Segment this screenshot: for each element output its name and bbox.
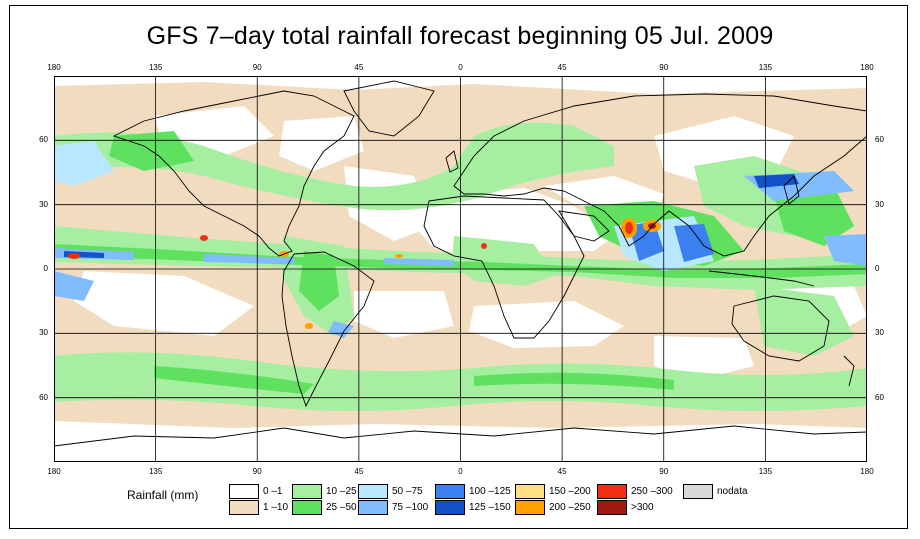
lat-tick-label-left: 60: [39, 392, 48, 402]
lon-tick-label-top: 135: [758, 63, 773, 72]
lon-tick-label-bottom: 180: [47, 467, 61, 476]
map-title: GFS 7–day total rainfall forecast beginn…: [146, 22, 774, 50]
lat-tick-label-right: 60: [875, 135, 884, 145]
lat-tick-label-right: 0: [875, 264, 880, 273]
coastlines: [54, 80, 867, 447]
rain-band-150-plus: [68, 218, 661, 329]
lon-tick-label-bottom: 135: [148, 467, 163, 476]
lat-tick-label-left: 60: [39, 135, 48, 145]
lon-tick-label-top: 90: [659, 63, 669, 72]
lon-tick-label-top: 180: [47, 63, 61, 72]
lat-tick-label-right: 60: [875, 392, 884, 402]
lon-tick-label-bottom: 90: [659, 467, 669, 476]
lon-tick-label-bottom: 90: [252, 467, 262, 476]
lat-tick-label-left: 0: [43, 264, 48, 273]
lon-tick-label-top: 45: [557, 63, 567, 72]
graticule: [54, 76, 867, 462]
lon-tick-label-bottom: 0: [458, 467, 463, 476]
lon-tick-label-bottom: 45: [354, 467, 364, 476]
lon-tick-label-bottom: 45: [557, 467, 567, 476]
lon-tick-label-top: 135: [148, 63, 163, 72]
lat-tick-label-left: 30: [39, 199, 48, 209]
lon-tick-label-top: 180: [860, 63, 874, 72]
lon-tick-label-bottom: 180: [860, 467, 874, 476]
lon-tick-label-top: 0: [458, 63, 463, 72]
lon-tick-label-top: 45: [354, 63, 364, 72]
lon-tick-label-bottom: 135: [758, 467, 773, 476]
lat-tick-label-right: 30: [875, 199, 884, 209]
lat-tick-label-right: 30: [875, 328, 884, 338]
lat-tick-label-left: 30: [39, 328, 48, 338]
lon-tick-label-top: 90: [252, 63, 262, 72]
map-border: [54, 76, 867, 462]
rainfall-map: [54, 76, 867, 462]
